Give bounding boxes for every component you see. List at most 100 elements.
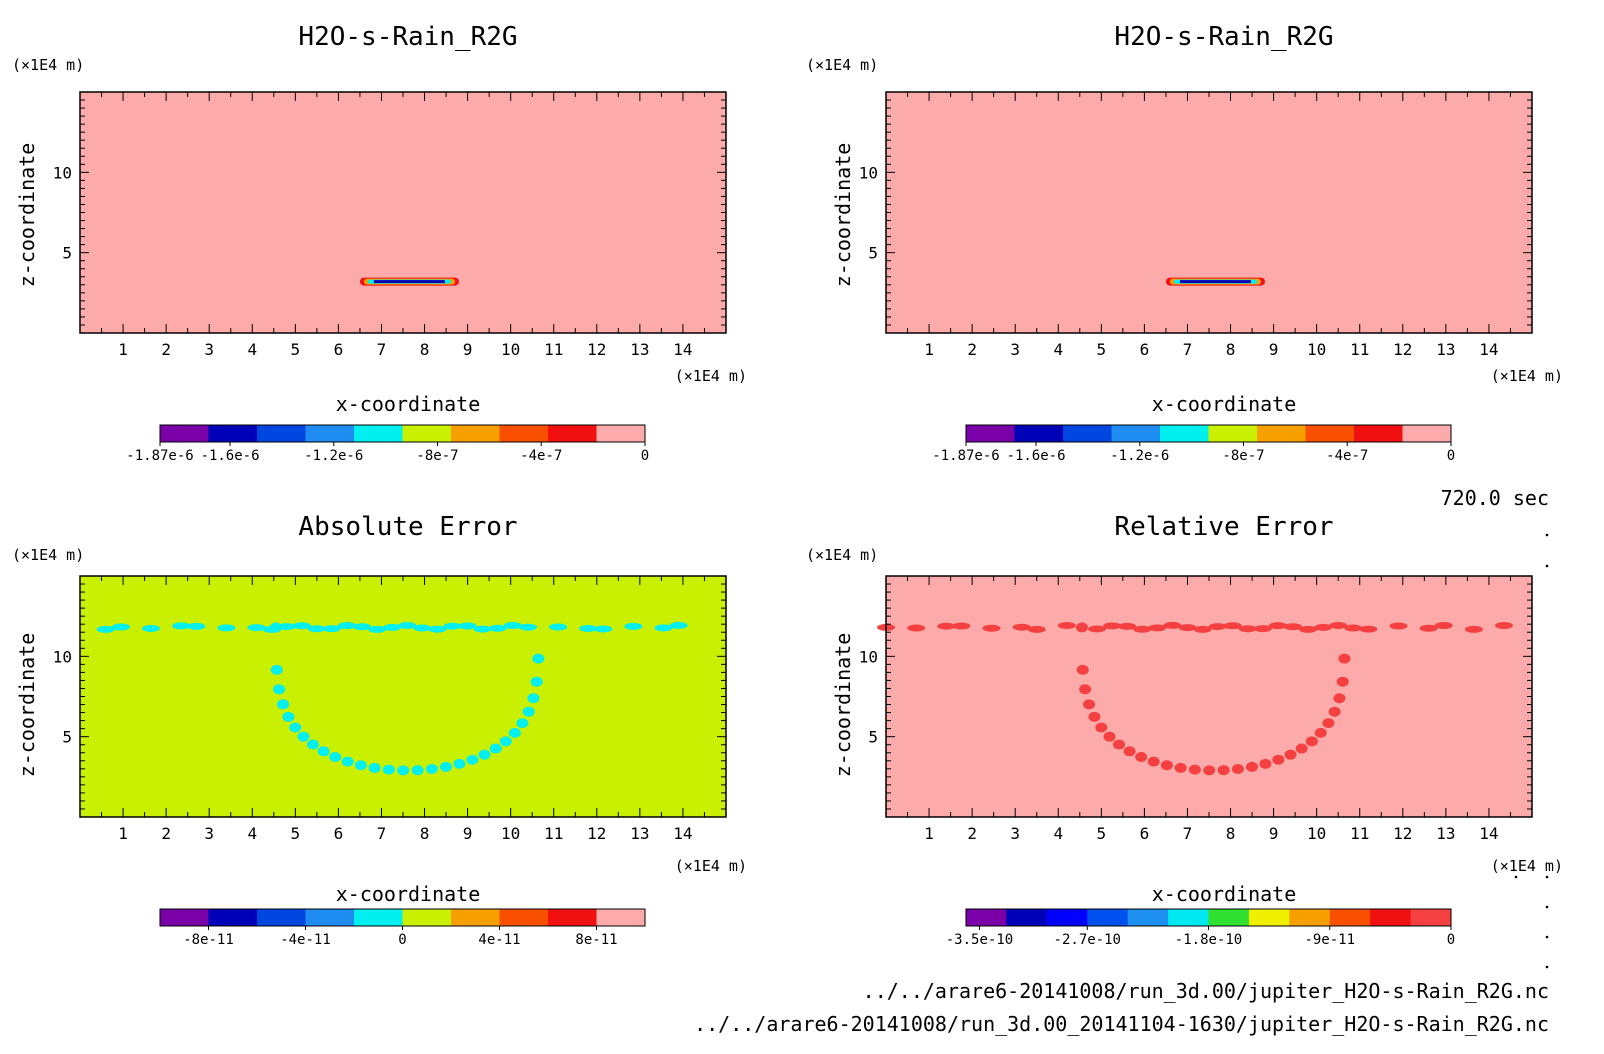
x-tick-label: 14 [673,824,692,843]
colorbar-swatch [1006,909,1048,926]
colorbar-swatch [1014,425,1064,442]
error-blob [1253,625,1272,633]
x-axis-label: x-coordinate [1152,882,1297,906]
colorbar-tick-label: -2.7e-10 [1054,932,1121,948]
x-tick-label: 8 [420,824,430,843]
error-blob [1495,622,1514,630]
error-blob [292,622,311,630]
x-tick-label: 3 [204,340,214,359]
colorbar-swatch [1257,425,1306,442]
error-blob [1083,699,1096,710]
x-tick-label: 8 [1226,340,1236,359]
error-blob [411,765,424,776]
error-blob [307,625,326,633]
colorbar-swatch [305,425,355,442]
x-axis-label: x-coordinate [1152,392,1297,416]
error-blob [503,621,522,629]
colorbar-swatch [596,909,646,926]
error-blob [1133,625,1152,633]
error-blob [1088,711,1101,722]
colorbar-swatch [596,425,646,442]
x-tick-label: 9 [463,340,473,359]
error-blob [952,622,971,630]
file-path-2: ../../arare6-20141008/run_3d.00_20141104… [694,1012,1549,1036]
error-blob [96,625,115,633]
colorbar-tick-label: -4e-7 [1326,448,1368,464]
error-blob [1079,684,1092,695]
error-blob [1118,622,1137,630]
panel-top-right: H2O-s-Rain_R2G (×1E4 m) z-coordinate (×1… [806,22,1563,416]
error-blob [273,684,286,695]
colorbar-swatch [499,909,549,926]
colorbar-swatch [305,909,355,926]
x-tick-label: 14 [1479,824,1498,843]
colorbar-swatch [451,425,500,442]
error-blob [530,676,543,687]
x-tick-label: 3 [1010,824,1020,843]
error-blob [1223,622,1242,630]
x-tick-label: 14 [1479,340,1498,359]
error-blob [1075,622,1088,633]
colorbar-swatch [402,909,452,926]
x-tick-label: 10 [501,824,520,843]
colorbar-swatch [1208,425,1258,442]
error-blob [329,751,342,762]
colorbar-tick-label: -9e-11 [1304,932,1355,948]
error-blob [466,754,479,765]
x-tick-label: 4 [1053,340,1063,359]
x-tick-label: 6 [1140,824,1150,843]
error-blob [1272,754,1285,765]
x-tick-label: 5 [1097,340,1107,359]
error-blob [1057,622,1076,630]
error-blob [624,622,643,630]
colorbar-swatch [208,425,258,442]
x-tick-label: 13 [1436,824,1455,843]
colorbar-tick-label: -4e-7 [520,448,562,464]
error-blob [1344,624,1363,632]
error-blob [282,711,295,722]
y-axis-label: z-coordinate [831,633,855,778]
colorbar-swatch [1046,909,1088,926]
error-blob [354,760,367,771]
error-blob [1103,731,1116,742]
error-blob [277,699,290,710]
panel-bottom-left: Absolute Error (×1E4 m) z-coordinate (×1… [12,512,747,906]
x-tick-label: 1 [924,340,934,359]
error-blob [368,625,387,633]
error-blob [516,718,529,729]
error-blob [1076,664,1089,675]
error-blob [527,693,540,704]
x-tick-label: 9 [1269,340,1279,359]
y-axis-label: z-coordinate [831,143,855,288]
colorbar-tick-label: 0 [1447,448,1455,464]
x-tick-label: 10 [1307,340,1326,359]
x-axis-label: x-coordinate [336,392,481,416]
error-blob [1284,749,1297,760]
error-blob [289,722,302,733]
x-tick-label: 14 [673,340,692,359]
x-tick-label: 1 [118,824,128,843]
y-tick-label: 10 [859,163,878,182]
band-core [373,280,445,284]
colorbar-tick-label: -3.5e-10 [946,932,1013,948]
colorbar-swatch [354,909,403,926]
error-blob [1238,625,1257,633]
error-blob [270,664,283,675]
error-blob [1314,623,1333,631]
x-tick-label: 7 [1183,340,1193,359]
error-blob [508,727,521,738]
x-tick-label: 13 [630,824,649,843]
colorbar-swatch [499,425,549,442]
x-tick-label: 4 [247,824,257,843]
error-blob [322,625,341,633]
error-blob [458,622,477,630]
panel-title: H2O-s-Rain_R2G [298,22,517,52]
colorbar-swatch [257,425,306,442]
error-blob [1193,625,1212,633]
colorbar-tick-label: 0 [398,932,406,948]
error-blob [1208,623,1227,631]
colorbar-tick-label: -4e-11 [280,932,331,948]
error-blob [1328,706,1341,717]
x-tick-label: 5 [291,824,301,843]
